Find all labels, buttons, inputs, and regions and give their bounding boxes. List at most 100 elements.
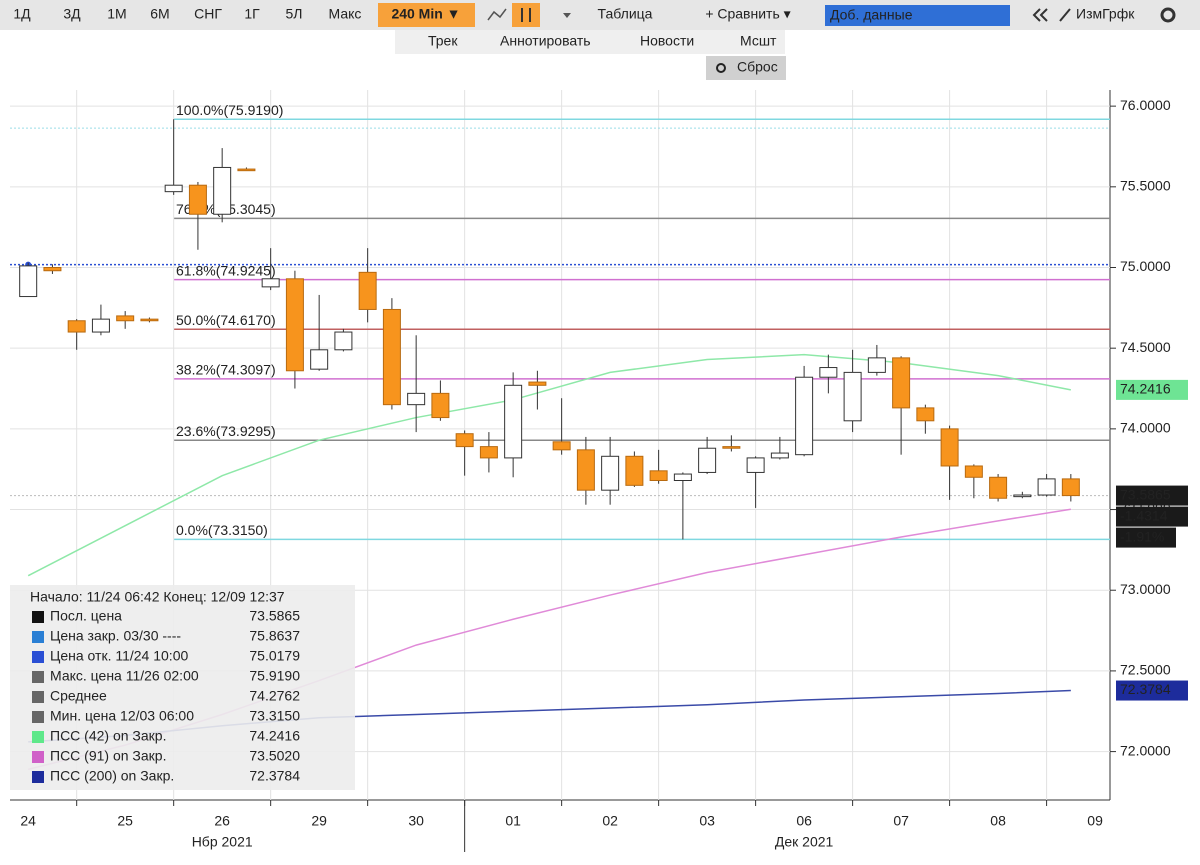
legend-name: Мин. цена 12/03 06:00	[50, 708, 194, 724]
candle-body	[989, 476, 1008, 499]
legend-value: 74.2416	[249, 728, 300, 744]
x-tick-label: 09	[1087, 813, 1103, 829]
x-tick-label: 07	[893, 813, 909, 829]
legend-name: ПСС (42) on Закр.	[50, 728, 166, 744]
candle-body	[43, 267, 62, 272]
add-data-placeholder[interactable]: Доб. данные	[830, 7, 913, 23]
x-tick-label: 26	[214, 813, 230, 829]
candle-body	[649, 470, 668, 481]
legend-bg	[10, 585, 355, 790]
legend-value: 75.8637	[249, 628, 300, 644]
legend-value: 75.9190	[249, 668, 300, 684]
candle-body	[261, 278, 280, 288]
candle-body	[528, 381, 547, 386]
candle-body	[407, 392, 426, 406]
legend-name: Среднее	[50, 688, 107, 704]
candle-body	[164, 184, 183, 193]
legend-name: Цена отк. 11/24 10:00	[50, 648, 188, 664]
settings-icon[interactable]	[1160, 7, 1176, 23]
axis-box	[1116, 379, 1188, 400]
axis-box	[1116, 506, 1188, 527]
plot: 72.000072.500073.000073.500074.000074.50…	[10, 90, 1188, 800]
candle-body	[843, 371, 862, 422]
legend-swatch	[32, 671, 44, 683]
axis-box	[1116, 485, 1188, 506]
candle-body	[576, 449, 595, 491]
month-label: Дек 2021	[775, 834, 834, 850]
candle-body	[770, 452, 789, 459]
x-tick-label: 02	[602, 813, 618, 829]
legend-name: Цена закр. 03/30 ----	[50, 628, 181, 644]
tools-bar	[395, 30, 785, 54]
range-button[interactable]: Макс	[329, 6, 362, 22]
line-icon[interactable]	[487, 8, 507, 21]
candle-body	[625, 455, 644, 486]
candle-body	[140, 318, 159, 322]
range-button[interactable]: 6М	[150, 6, 169, 22]
reset-icon	[716, 63, 726, 73]
legend-name: Макс. цена 11/26 02:00	[50, 668, 199, 684]
compare-button[interactable]: + Сравнить ▾	[705, 6, 790, 22]
candle-body	[795, 376, 814, 456]
candle-body	[1013, 494, 1032, 498]
candle-body	[479, 446, 498, 459]
legend-value: 72.3784	[249, 768, 300, 784]
range-button[interactable]: 1Г	[244, 6, 260, 22]
x-tick-label: 03	[699, 813, 715, 829]
legend-value: 73.5020	[249, 748, 300, 764]
collapse-icon[interactable]	[1039, 8, 1048, 22]
x-tick-label: 01	[505, 813, 521, 829]
range-button[interactable]: 3Д	[63, 6, 81, 22]
x-tick-label: 29	[311, 813, 327, 829]
candle-icon-button[interactable]	[512, 3, 540, 27]
x-tick-label: 06	[796, 813, 812, 829]
reset-label[interactable]: Сброс	[737, 59, 778, 75]
tool-button[interactable]: Новости	[640, 33, 694, 49]
candle-body	[358, 271, 377, 310]
candle-body	[698, 447, 717, 473]
candle-body	[310, 349, 329, 370]
legend-swatch	[32, 771, 44, 783]
tool-button[interactable]: Мсшт	[740, 33, 777, 49]
candle-body	[867, 357, 886, 373]
candle-body	[1037, 478, 1056, 496]
fib-label: 38.2%(74.3097)	[176, 362, 276, 378]
legend-swatch	[32, 711, 44, 723]
y-tick-label: 72.5000	[1120, 662, 1171, 678]
candle-body	[892, 357, 911, 409]
legend-value: 74.2762	[249, 688, 300, 704]
candle-body	[334, 331, 353, 351]
x-tick-label: 25	[117, 813, 133, 829]
table-button[interactable]: Таблица	[598, 6, 653, 22]
candle-body	[916, 407, 935, 422]
tool-button[interactable]: Аннотировать	[500, 33, 591, 49]
candle-body	[819, 367, 838, 378]
axis-box	[1116, 527, 1176, 548]
fib-label: 50.0%(74.6170)	[176, 312, 276, 328]
dropdown-icon[interactable]	[563, 13, 571, 18]
legend-value: 73.5865	[249, 608, 300, 624]
axis-box	[1116, 680, 1188, 701]
collapse-icon[interactable]	[1032, 8, 1041, 22]
legend-swatch	[32, 651, 44, 663]
range-button[interactable]: 1Д	[13, 6, 31, 22]
candle-body	[91, 318, 110, 333]
x-tick-label: 24	[20, 813, 36, 829]
edit-button[interactable]: ИзмГрфк	[1076, 6, 1135, 22]
candle-body	[673, 473, 692, 481]
reset-button[interactable]	[706, 56, 786, 80]
candle-body	[722, 446, 741, 449]
candle-body	[116, 315, 135, 322]
add-data-input[interactable]	[825, 5, 1010, 26]
interval-button[interactable]	[378, 3, 475, 27]
range-button[interactable]: 1М	[107, 6, 126, 22]
axis-box-label: 73.5865	[1120, 486, 1171, 502]
interval-label[interactable]: 240 Min ▼	[391, 6, 460, 22]
legend-name: ПСС (91) on Закр.	[50, 748, 166, 764]
range-button[interactable]: СНГ	[194, 6, 222, 22]
y-tick-label: 73.0000	[1120, 581, 1171, 597]
range-button[interactable]: 5Л	[286, 6, 303, 22]
tool-button[interactable]: Трек	[428, 33, 458, 49]
candle-body	[940, 428, 959, 467]
